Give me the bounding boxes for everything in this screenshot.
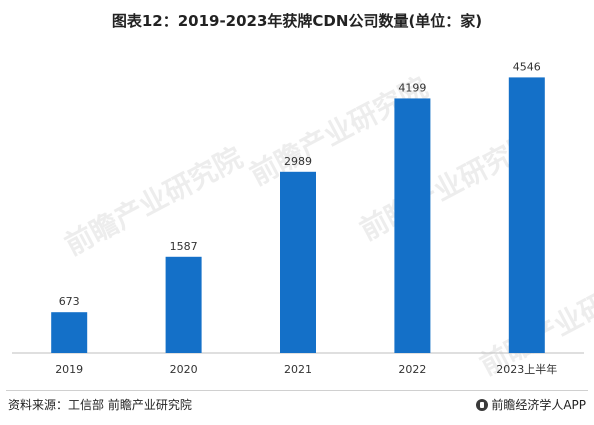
brand-text: 前瞻经济学人APP — [491, 398, 586, 412]
source-note: 资料来源：工信部 前瞻产业研究院 — [8, 398, 192, 412]
chart-title: 图表12：2019-2023年获牌CDN公司数量(单位：家) — [111, 12, 483, 30]
x-tick-label-2020: 2020 — [170, 363, 198, 376]
data-label-2022: 4199 — [398, 81, 426, 94]
bar-2023上半年 — [508, 77, 545, 354]
data-label-2021: 2989 — [284, 155, 312, 168]
x-tick-label-2023上半年: 2023上半年 — [496, 362, 557, 376]
bar-2021 — [280, 171, 316, 353]
bar-2020 — [165, 256, 202, 353]
bar-2019 — [51, 312, 88, 353]
qianzhan-logo-icon — [476, 398, 489, 411]
bar-2022 — [394, 98, 431, 353]
data-label-2020: 1587 — [170, 240, 198, 253]
data-label-2019: 673 — [59, 295, 80, 308]
x-tick-label-2022: 2022 — [398, 363, 426, 376]
footer-divider — [6, 390, 588, 391]
brand-label: 前瞻经济学人APP — [476, 396, 586, 413]
data-label-2023上半年: 4546 — [513, 60, 541, 73]
x-tick-label-2021: 2021 — [284, 363, 312, 376]
x-tick-label-2019: 2019 — [55, 363, 83, 376]
